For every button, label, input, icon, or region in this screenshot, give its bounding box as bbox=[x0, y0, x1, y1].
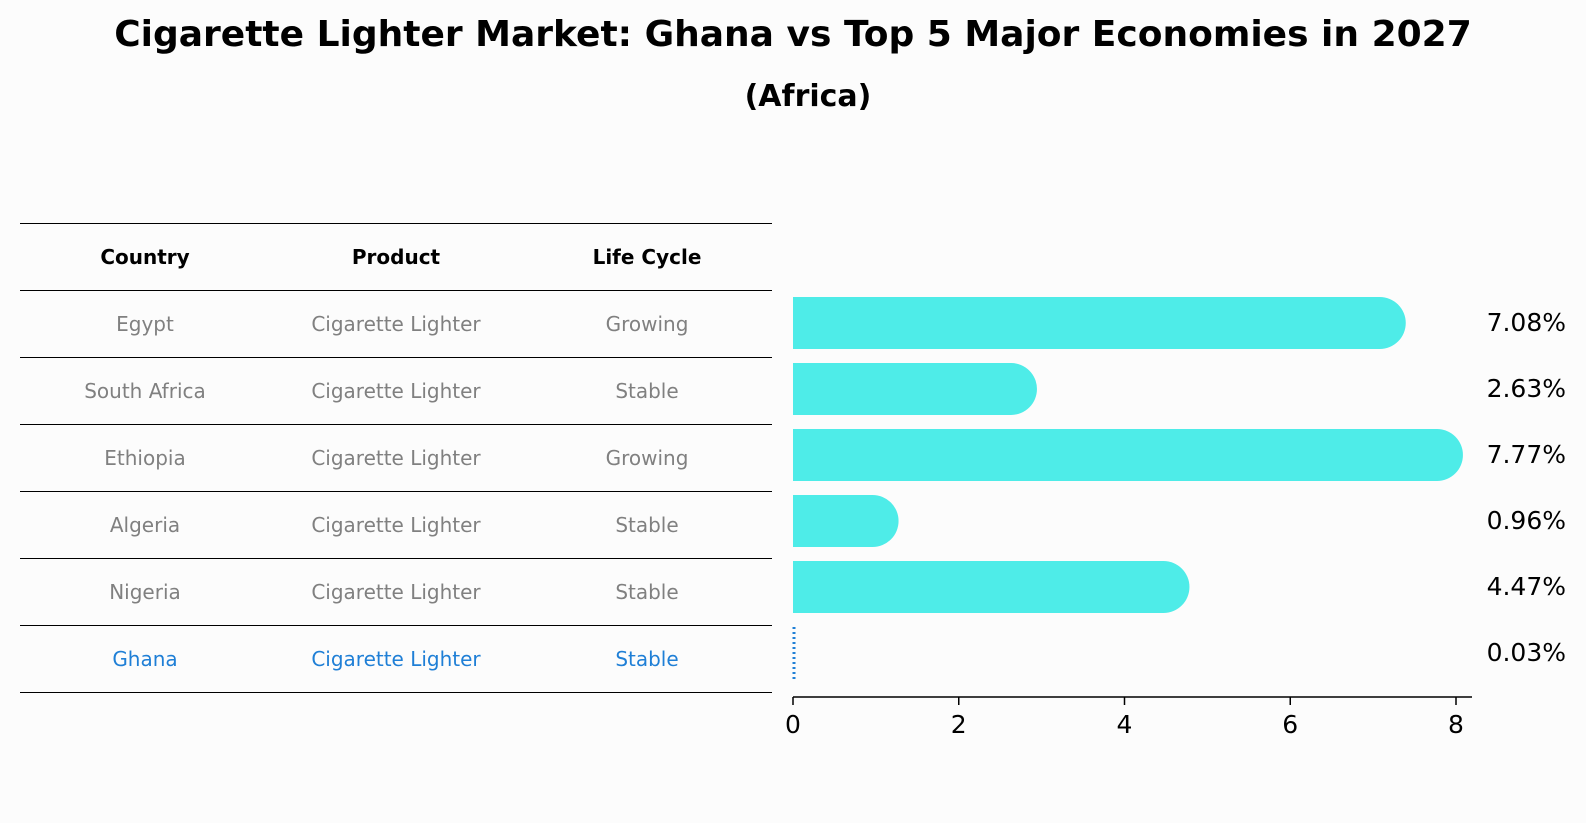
bar-value-label: 0.96% bbox=[1487, 506, 1566, 535]
cell-country: Algeria bbox=[109, 513, 181, 537]
header-life-cycle: Life Cycle bbox=[592, 245, 702, 269]
chart-title: Cigarette Lighter Market: Ghana vs Top 5… bbox=[114, 14, 1472, 55]
cell-country: Egypt bbox=[116, 312, 174, 336]
bar-value-label: 4.47% bbox=[1487, 572, 1566, 601]
cell-life-cycle: Growing bbox=[605, 446, 689, 470]
header-product: Product bbox=[351, 245, 441, 269]
cell-product: Cigarette Lighter bbox=[311, 647, 481, 671]
table-row: Ethiopia Cigarette Lighter Growing bbox=[20, 424, 772, 491]
bar bbox=[793, 561, 1190, 613]
cell-product: Cigarette Lighter bbox=[311, 312, 481, 336]
bar bbox=[793, 495, 899, 547]
table-header-row: Country Product Life Cycle bbox=[20, 223, 772, 290]
data-table: Country Product Life Cycle Egypt Cigaret… bbox=[20, 223, 772, 693]
bar-value-label: 0.03% bbox=[1487, 638, 1566, 667]
cell-country: Ethiopia bbox=[104, 446, 186, 470]
table-row: Nigeria Cigarette Lighter Stable bbox=[20, 558, 772, 625]
table-row-highlighted: Ghana Cigarette Lighter Stable bbox=[20, 625, 772, 693]
cell-life-cycle: Stable bbox=[615, 379, 679, 403]
bar-value-label: 2.63% bbox=[1487, 374, 1566, 403]
cell-product: Cigarette Lighter bbox=[311, 446, 481, 470]
cell-product: Cigarette Lighter bbox=[311, 580, 481, 604]
table-row: Algeria Cigarette Lighter Stable bbox=[20, 491, 772, 558]
cell-product: Cigarette Lighter bbox=[311, 379, 481, 403]
cell-product: Cigarette Lighter bbox=[311, 513, 481, 537]
cell-life-cycle: Stable bbox=[615, 580, 679, 604]
x-tick-label: 4 bbox=[1117, 710, 1133, 739]
cell-country: South Africa bbox=[84, 379, 206, 403]
cell-life-cycle: Stable bbox=[615, 513, 679, 537]
bar bbox=[793, 297, 1406, 349]
x-tick-label: 8 bbox=[1448, 710, 1464, 739]
cell-country: Ghana bbox=[112, 647, 178, 671]
header-country: Country bbox=[100, 245, 190, 269]
bar-value-label: 7.77% bbox=[1487, 440, 1566, 469]
bar bbox=[793, 429, 1463, 481]
table-row: South Africa Cigarette Lighter Stable bbox=[20, 357, 772, 424]
x-tick-label: 0 bbox=[785, 710, 801, 739]
cell-country: Nigeria bbox=[109, 580, 181, 604]
bar-value-label: 7.08% bbox=[1487, 308, 1566, 337]
x-tick-label: 2 bbox=[951, 710, 967, 739]
cell-life-cycle: Growing bbox=[605, 312, 689, 336]
x-tick-label: 6 bbox=[1282, 710, 1298, 739]
table-row: Egypt Cigarette Lighter Growing bbox=[20, 290, 772, 357]
cell-life-cycle: Stable bbox=[615, 647, 679, 671]
bar bbox=[793, 363, 1037, 415]
chart-subtitle: (Africa) bbox=[744, 79, 872, 114]
